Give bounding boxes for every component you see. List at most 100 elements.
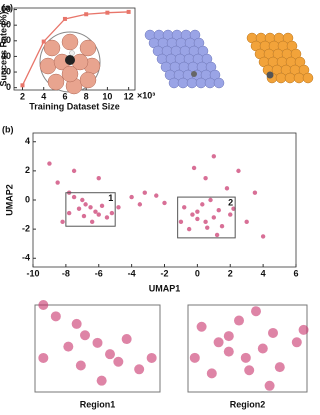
inset-point: [244, 365, 255, 376]
point: [96, 212, 101, 217]
point: [76, 206, 82, 211]
region-label: 1: [108, 193, 113, 203]
region-box: [65, 192, 116, 227]
atom: [43, 39, 61, 57]
x-tick-label: 2: [228, 268, 233, 278]
inset-point: [196, 321, 207, 332]
point: [260, 234, 266, 239]
atom: [79, 71, 97, 89]
x-tick-label: 0: [195, 268, 200, 278]
slab-atom: [302, 72, 314, 84]
inset-point: [189, 352, 200, 363]
x-tick-label: 6: [293, 268, 298, 278]
atom: [79, 39, 97, 57]
point: [211, 154, 217, 159]
point: [186, 226, 192, 232]
point: [195, 209, 200, 214]
y-tick-label: -4: [22, 253, 30, 263]
inset-point: [92, 337, 103, 348]
inset-point: [257, 343, 268, 354]
x-tick-label: 10: [102, 91, 112, 101]
inset-label: Region1: [80, 399, 116, 409]
point: [41, 39, 46, 44]
slab-atom: [213, 77, 225, 89]
plot-frame: [32, 132, 297, 268]
x-tick-label: -4: [128, 268, 136, 278]
point: [236, 168, 241, 174]
point: [81, 213, 87, 219]
y-tick-label: 60: [1, 35, 11, 45]
inset-label: Region2: [230, 399, 266, 409]
y-axis-label: UMAP2: [4, 184, 14, 216]
point: [96, 175, 101, 181]
adsorbate-h: [69, 50, 75, 56]
slab-atom: [168, 77, 180, 89]
x-tick-label: -6: [95, 268, 103, 278]
point: [214, 232, 220, 238]
point: [88, 205, 93, 210]
atom: [61, 33, 79, 51]
region-box: [177, 196, 236, 239]
x-tick-label: -2: [160, 268, 168, 278]
slab-atom: [186, 77, 198, 89]
inset-point: [75, 360, 86, 371]
point: [195, 216, 200, 222]
inset-point: [96, 375, 107, 386]
atom: [47, 73, 65, 91]
y-tick-label: 2: [25, 165, 30, 175]
inset-point: [251, 306, 261, 317]
inset-point: [206, 368, 217, 379]
point: [93, 209, 98, 214]
point: [162, 200, 167, 206]
y-tick-label: 0: [6, 82, 11, 92]
slab-atom: [195, 77, 207, 89]
x-tick-label: 4: [261, 268, 266, 278]
y-tick-label: 20: [1, 66, 11, 76]
inset-point: [146, 352, 157, 363]
x-tick-label: -8: [62, 268, 70, 278]
inset-point: [38, 352, 49, 363]
atom: [61, 65, 79, 83]
point: [71, 168, 77, 174]
point: [89, 219, 95, 225]
line: [21, 11, 129, 86]
slab-atom: [284, 72, 296, 84]
slab-atom: [293, 72, 305, 84]
point: [191, 165, 197, 171]
x-tick-label: -10: [26, 268, 39, 278]
point: [60, 219, 65, 225]
inset-frame: [187, 304, 308, 393]
inset-point: [80, 330, 90, 341]
inset-point: [113, 356, 124, 367]
point: [203, 219, 208, 225]
surface-illustration: [39, 31, 101, 95]
x-axis-label: UMAP1: [149, 283, 181, 293]
point: [105, 10, 110, 15]
point: [71, 194, 77, 200]
x-tick-label: 12: [124, 91, 134, 101]
x-tick-label: 6: [62, 91, 67, 101]
inset-point: [213, 337, 224, 348]
inset-point: [105, 349, 115, 360]
point: [80, 197, 85, 203]
point: [224, 186, 230, 191]
point: [129, 194, 134, 200]
inset-point: [63, 341, 74, 352]
y-tick-label: -2: [22, 224, 30, 234]
point: [216, 207, 221, 213]
point: [55, 180, 60, 185]
inset-point: [234, 315, 244, 326]
slab-atom: [204, 77, 216, 89]
atom: [39, 57, 57, 75]
inset-point: [38, 300, 49, 310]
x-tick-label: 2: [20, 91, 25, 101]
inset-point: [223, 331, 234, 342]
point: [200, 202, 205, 207]
point: [20, 83, 25, 88]
y-tick-label: 4: [25, 136, 30, 146]
point: [252, 190, 258, 195]
point: [228, 212, 233, 217]
point: [182, 205, 187, 210]
point: [203, 175, 208, 181]
